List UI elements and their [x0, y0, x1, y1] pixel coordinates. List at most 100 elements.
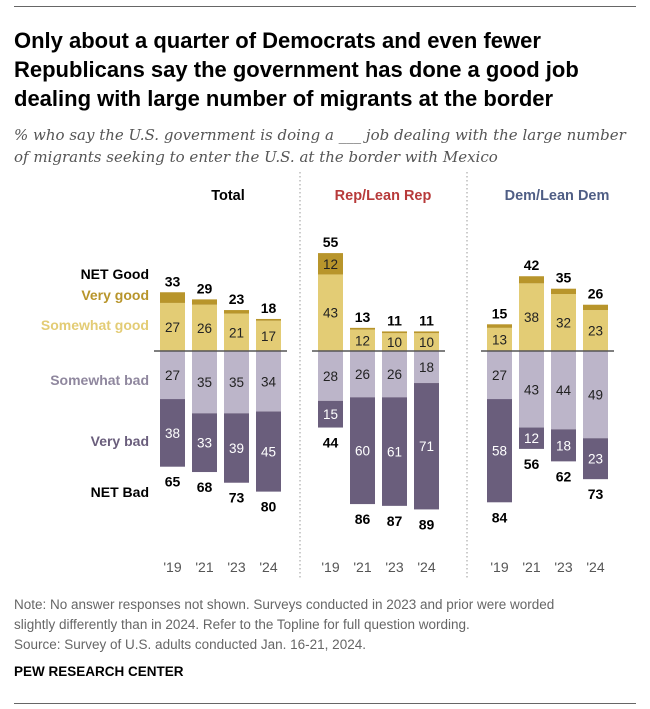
- bar-very-bad: [160, 399, 185, 467]
- label-somewhat-bad: 49: [588, 388, 603, 403]
- label-very-bad: 33: [197, 436, 212, 451]
- category-label: '24: [259, 559, 277, 575]
- label-somewhat-good: 26: [197, 321, 212, 336]
- bar-somewhat-bad: [256, 351, 281, 412]
- label-very-bad: 18: [556, 438, 571, 453]
- row-label-very-bad: Very bad: [91, 433, 149, 449]
- label-very-bad: 38: [165, 426, 180, 441]
- category-label: '23: [554, 559, 572, 575]
- label-net-bad: 87: [387, 513, 403, 529]
- category-label: '24: [417, 559, 435, 575]
- bar-very-good: [551, 288, 576, 295]
- notes-block: Note: No answer responses not shown. Sur…: [14, 595, 634, 655]
- label-somewhat-bad: 34: [261, 374, 277, 389]
- group-title-2: Dem/Lean Dem: [505, 188, 610, 204]
- label-net-good: 42: [524, 257, 540, 273]
- label-somewhat-bad: 27: [492, 368, 507, 383]
- label-somewhat-bad: 43: [524, 382, 539, 397]
- label-net-bad: 44: [323, 435, 339, 451]
- label-net-bad: 86: [355, 511, 371, 527]
- label-very-bad: 39: [229, 441, 244, 456]
- bar-somewhat-bad: [551, 351, 576, 430]
- bar-very-good: [487, 324, 512, 328]
- label-somewhat-good: 27: [165, 320, 180, 335]
- label-very-bad: 60: [355, 444, 370, 459]
- row-label-somewhat-good: Somewhat good: [41, 317, 149, 333]
- label-somewhat-good: 12: [355, 333, 370, 348]
- bar-very-bad: [318, 400, 343, 428]
- row-label-net-good: NET Good: [81, 266, 149, 282]
- group-title-1: Rep/Lean Rep: [335, 188, 432, 204]
- bar-very-good: [160, 292, 185, 303]
- bar-somewhat-good: [382, 333, 407, 351]
- row-label-net-bad: NET Bad: [91, 484, 149, 500]
- bar-very-bad: [350, 397, 375, 505]
- label-very-bad: 12: [524, 431, 539, 446]
- bar-somewhat-good: [318, 274, 343, 351]
- category-label: '23: [385, 559, 403, 575]
- label-very-bad: 45: [261, 445, 276, 460]
- note-line-2: slightly differently than in 2024. Refer…: [14, 617, 470, 632]
- label-net-good: 33: [165, 273, 181, 289]
- bar-somewhat-good: [256, 320, 281, 351]
- label-very-good: 12: [323, 257, 338, 272]
- bar-somewhat-bad: [519, 351, 544, 428]
- label-net-bad: 73: [588, 486, 604, 502]
- bar-somewhat-good: [192, 304, 217, 351]
- bar-very-bad: [382, 397, 407, 506]
- bar-very-bad: [414, 383, 439, 510]
- pew-brand: PEW RESEARCH CENTER: [14, 664, 184, 679]
- bar-very-bad: [583, 438, 608, 480]
- label-net-good: 35: [556, 270, 572, 286]
- bar-very-good: [192, 299, 217, 305]
- chart-subtitle: % who say the U.S. government is doing a…: [14, 126, 626, 166]
- label-somewhat-good: 32: [556, 316, 571, 331]
- label-net-good: 23: [229, 291, 245, 307]
- category-label: '19: [490, 559, 508, 575]
- label-somewhat-good: 38: [524, 310, 539, 325]
- label-net-bad: 80: [261, 499, 277, 515]
- label-somewhat-bad: 26: [387, 367, 402, 382]
- bar-very-good: [350, 327, 375, 330]
- label-somewhat-bad: 35: [197, 375, 212, 390]
- bar-somewhat-bad: [487, 351, 512, 400]
- bar-very-bad: [192, 413, 217, 473]
- bar-somewhat-good: [414, 333, 439, 351]
- bar-very-good: [583, 304, 608, 311]
- label-somewhat-bad: 27: [165, 368, 180, 383]
- label-net-bad: 65: [165, 474, 181, 490]
- bar-somewhat-bad: [192, 351, 217, 414]
- label-very-bad: 71: [419, 439, 434, 454]
- label-somewhat-bad: 26: [355, 367, 370, 382]
- group-title-0: Total: [211, 188, 245, 204]
- bar-somewhat-bad: [224, 351, 249, 414]
- bar-very-good: [414, 331, 439, 334]
- category-label: '21: [353, 559, 371, 575]
- bar-somewhat-good: [350, 329, 375, 351]
- bar-somewhat-bad: [414, 351, 439, 384]
- label-net-good: 11: [387, 312, 402, 328]
- label-net-good: 26: [588, 286, 604, 302]
- category-label: '19: [163, 559, 181, 575]
- bar-somewhat-bad: [382, 351, 407, 398]
- label-very-bad: 15: [323, 407, 338, 422]
- bar-somewhat-bad: [350, 351, 375, 398]
- label-net-bad: 68: [197, 479, 213, 495]
- label-net-good: 55: [323, 234, 339, 250]
- label-somewhat-bad: 28: [323, 369, 338, 384]
- bar-very-good: [519, 276, 544, 284]
- label-very-bad: 23: [588, 452, 603, 467]
- label-somewhat-good: 10: [387, 335, 402, 350]
- label-net-good: 18: [261, 300, 277, 316]
- bar-somewhat-good: [519, 283, 544, 351]
- stacked-bar-chart: NET Good Very good Somewhat good Somewhat b…: [41, 172, 614, 580]
- note-line-1: Note: No answer responses not shown. Sur…: [14, 597, 555, 612]
- category-label: '23: [227, 559, 245, 575]
- source-line: Source: Survey of U.S. adults conducted …: [14, 637, 366, 652]
- bars-layer: Total 27 27 38 33 65 '19 26 35 33 29 68 '21 21 35 39 23 7…: [160, 188, 609, 575]
- bar-somewhat-good: [583, 310, 608, 351]
- category-label: '21: [522, 559, 540, 575]
- bar-very-good: [256, 318, 281, 321]
- bar-somewhat-good: [487, 327, 512, 351]
- bar-very-good: [318, 253, 343, 275]
